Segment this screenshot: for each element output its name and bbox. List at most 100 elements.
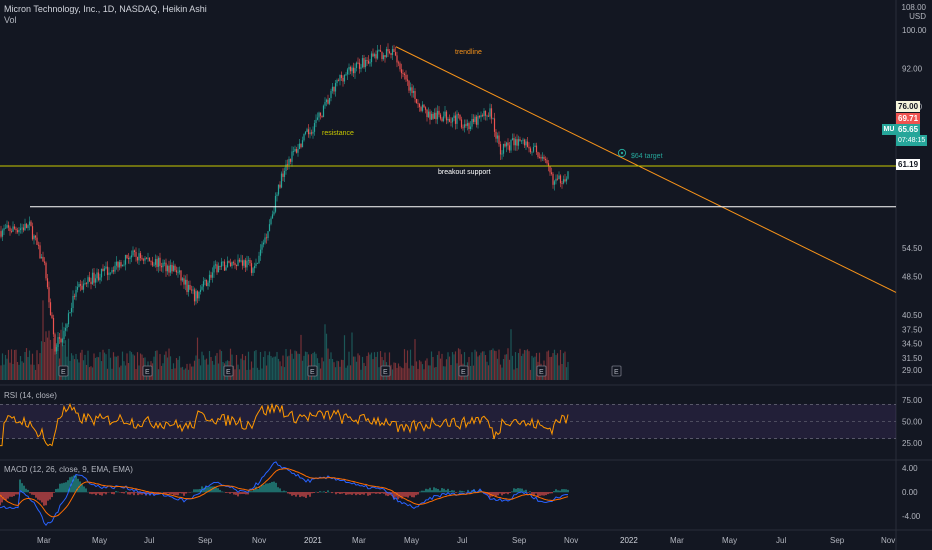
macd-histogram-bar xyxy=(37,492,39,500)
candle-body xyxy=(57,337,59,348)
macd-histogram-bar xyxy=(85,488,87,493)
candle-body xyxy=(396,55,398,63)
time-tick-label: Nov xyxy=(881,536,895,545)
macd-histogram-bar xyxy=(415,492,417,496)
volume-bar xyxy=(250,361,253,380)
candle-body xyxy=(262,242,265,245)
candle-body xyxy=(526,141,529,147)
volume-bar xyxy=(243,360,245,380)
candle-body xyxy=(117,261,119,268)
volume-bar xyxy=(324,324,326,380)
candle-body xyxy=(250,263,253,273)
candle-body xyxy=(481,115,484,117)
candle-body xyxy=(180,270,182,281)
volume-bar xyxy=(561,364,563,380)
candle-body xyxy=(33,235,35,240)
volume-bar xyxy=(451,352,454,380)
volume-bar xyxy=(565,367,568,380)
candle-body xyxy=(30,221,32,227)
volume-bar xyxy=(529,369,532,380)
volume-bar xyxy=(229,348,232,380)
candle-body xyxy=(90,281,92,285)
macd-histogram-bar xyxy=(407,492,409,498)
candle-body xyxy=(48,287,50,303)
candle-body xyxy=(517,139,520,146)
candle-body xyxy=(477,116,479,125)
volume-bar xyxy=(40,341,43,380)
volume-bar xyxy=(163,354,166,380)
candle-body xyxy=(540,157,542,159)
macd-histogram-bar xyxy=(513,488,515,493)
macd-histogram-bar xyxy=(545,492,547,496)
candle-body xyxy=(144,257,146,261)
candle-body xyxy=(318,112,320,118)
macd-histogram-bar xyxy=(67,480,69,493)
macd-histogram-bar xyxy=(15,492,17,495)
volume-bar xyxy=(177,359,179,380)
macd-histogram-bar xyxy=(181,492,183,494)
candle-body xyxy=(514,139,517,146)
macd-histogram-bar xyxy=(59,483,61,493)
candle-body xyxy=(189,284,191,290)
macd-histogram-bar xyxy=(7,492,9,499)
candle-body xyxy=(21,227,23,229)
volume-bar xyxy=(220,351,223,380)
candle-body xyxy=(120,262,122,267)
price-tick-top: 108.00 xyxy=(901,3,926,12)
candle-body xyxy=(247,259,250,261)
macd-histogram-bar xyxy=(255,486,257,493)
candle-body xyxy=(417,103,419,105)
volume-bar xyxy=(117,355,119,380)
candle-body xyxy=(453,115,455,119)
candle-body xyxy=(298,143,301,150)
candle-body xyxy=(480,115,482,118)
volume-bar xyxy=(405,362,407,380)
candle-body xyxy=(40,256,43,259)
candle-body xyxy=(249,259,251,264)
volume-bar xyxy=(189,363,191,380)
candle-body xyxy=(319,112,322,116)
macd-histogram-bar xyxy=(241,492,243,495)
candle-body xyxy=(519,139,521,141)
volume-bar xyxy=(76,359,79,380)
time-tick-label: Jul xyxy=(144,536,154,545)
candle-body xyxy=(39,245,41,259)
candle-body xyxy=(102,268,104,271)
macd-histogram-bar xyxy=(319,491,321,493)
macd-histogram-bar xyxy=(245,492,247,495)
candle-body xyxy=(10,230,13,232)
macd-histogram-bar xyxy=(339,492,341,495)
candle-body xyxy=(240,260,242,262)
volume-bar xyxy=(297,353,299,380)
volume-bar xyxy=(21,361,23,380)
macd-histogram-bar xyxy=(409,492,411,496)
volume-bar xyxy=(126,353,128,380)
candle-body xyxy=(321,115,323,117)
candle-body xyxy=(406,79,409,81)
target-icon-dot xyxy=(620,151,624,155)
volume-bar xyxy=(399,366,401,380)
candle-body xyxy=(79,284,82,286)
macd-histogram-bar xyxy=(459,490,461,493)
macd-histogram-bar xyxy=(341,492,343,494)
earnings-marker-label: E xyxy=(614,369,619,376)
volume-bar xyxy=(211,361,214,380)
volume-bar xyxy=(244,355,247,380)
candle-body xyxy=(138,253,140,261)
volume-bar xyxy=(208,351,211,380)
macd-histogram-bar xyxy=(53,492,55,493)
candle-body xyxy=(52,317,55,335)
volume-bar xyxy=(174,368,176,380)
macd-histogram-bar xyxy=(461,490,463,493)
rsi-tick-label: 25.00 xyxy=(902,439,923,448)
candle-body xyxy=(160,265,163,268)
volume-bar xyxy=(108,348,110,380)
candle-body xyxy=(436,110,439,120)
candle-body xyxy=(162,262,164,268)
volume-bar xyxy=(271,357,274,380)
macd-histogram-bar xyxy=(71,476,73,493)
macd-histogram-bar xyxy=(519,488,521,493)
volume-bar xyxy=(504,354,506,380)
volume-bar xyxy=(390,364,392,380)
